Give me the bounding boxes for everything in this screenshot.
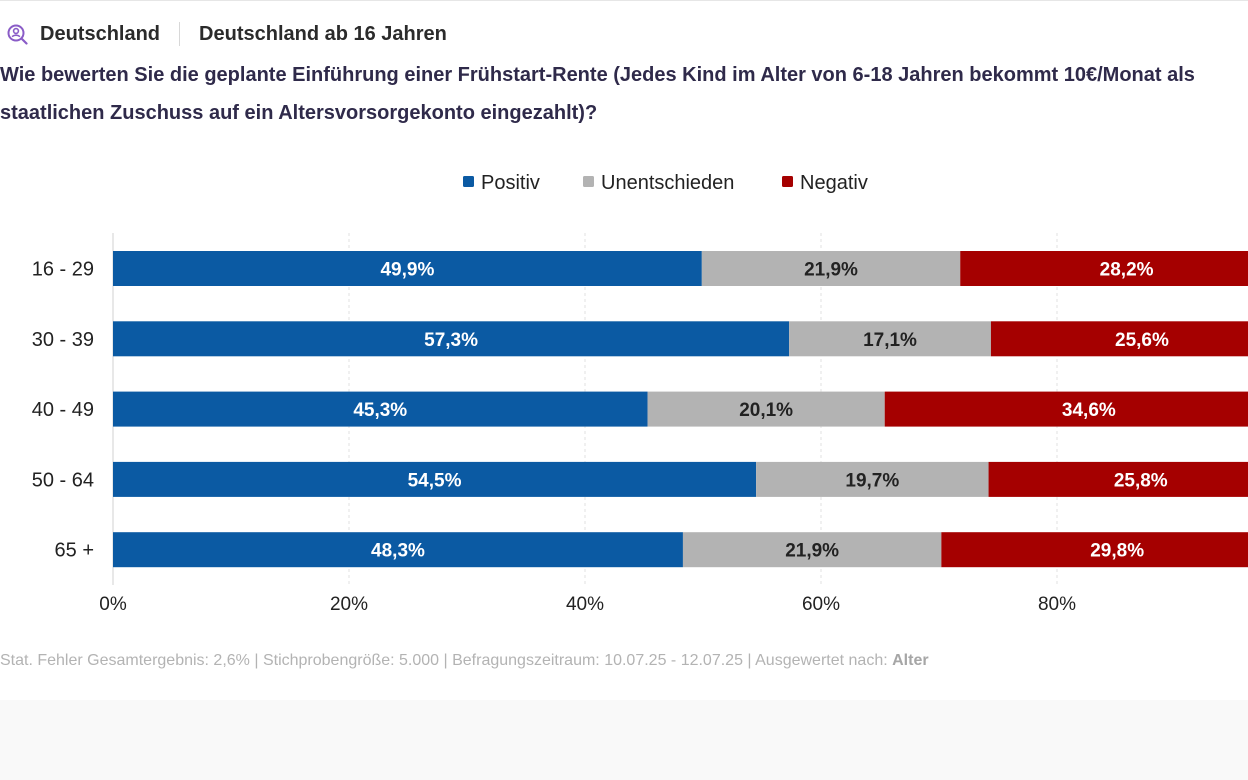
category-label: 65 +: [55, 540, 94, 562]
bar-segment: [990, 321, 1248, 357]
data-label: 57,3%: [424, 330, 478, 351]
filter-bar: Deutschland Deutschland ab 16 Jahren: [6, 20, 447, 48]
footer-evaluated-by[interactable]: Alter: [892, 652, 929, 669]
bar-segment: [113, 461, 757, 497]
bar-segment: [113, 391, 648, 427]
x-tick-label: 80%: [1038, 594, 1076, 615]
category-label: 16 - 29: [32, 259, 94, 281]
bar-segment: [789, 321, 991, 357]
category-label: 40 - 49: [32, 399, 94, 421]
x-tick-label: 0%: [99, 594, 127, 615]
data-label: 21,9%: [804, 260, 858, 281]
category-label: 30 - 39: [32, 329, 94, 351]
question-line-2: staatlichen Zuschuss auf ein Altersvorso…: [0, 102, 598, 124]
data-label: 25,6%: [1115, 330, 1169, 351]
x-tick-label: 40%: [566, 594, 604, 615]
bottom-band: [0, 700, 1248, 780]
question-line-1: Wie bewerten Sie die geplante Einführung…: [0, 64, 1195, 86]
bar-segment: [701, 251, 961, 286]
person-search-icon[interactable]: [6, 23, 28, 45]
data-label: 34,6%: [1062, 400, 1116, 421]
country-filter[interactable]: Deutschland: [40, 22, 161, 45]
legend-label: Negativ: [800, 172, 868, 194]
data-label: 21,9%: [785, 541, 839, 562]
population-filter[interactable]: Deutschland ab 16 Jahren: [199, 22, 447, 45]
bar-segment: [647, 391, 885, 427]
bar-segment: [682, 532, 942, 568]
data-label: 54,5%: [408, 470, 462, 491]
bar-segment: [884, 391, 1248, 427]
bar-segment: [988, 461, 1248, 497]
bar-segment: [113, 251, 702, 286]
stacked-bar-chart: Positiv Unentschieden Negativ 16 - 29 49,9% 2…: [32, 172, 1248, 615]
bar-segment: [113, 532, 683, 568]
data-label: 29,8%: [1090, 541, 1144, 562]
category-label: 50 - 64: [32, 469, 94, 491]
bar-segment: [113, 321, 790, 357]
data-label: 49,9%: [380, 260, 434, 281]
bar-segment: [960, 251, 1248, 286]
data-label: 28,2%: [1100, 260, 1154, 281]
footer-stats: Stat. Fehler Gesamtergebnis: 2,6% | Stic…: [0, 652, 893, 669]
bar-segment: [941, 532, 1248, 568]
data-label: 19,7%: [845, 470, 899, 491]
legend-label: Unentschieden: [601, 172, 734, 194]
data-label: 25,8%: [1114, 470, 1168, 491]
x-tick-label: 20%: [330, 594, 368, 615]
footer-note: Stat. Fehler Gesamtergebnis: 2,6% | Stic…: [0, 652, 929, 670]
legend-swatch: [463, 176, 474, 187]
data-label: 20,1%: [739, 400, 793, 421]
top-divider: [0, 0, 1248, 1]
x-tick-label: 60%: [802, 594, 840, 615]
data-label: 48,3%: [371, 541, 425, 562]
data-label: 45,3%: [353, 400, 407, 421]
legend-swatch: [583, 176, 594, 187]
bar-segment: [756, 461, 989, 497]
data-label: 17,1%: [863, 330, 917, 351]
filter-divider: [179, 22, 181, 46]
question-title: Wie bewerten Sie die geplante Einführung…: [0, 56, 1248, 132]
legend-label: Positiv: [481, 172, 540, 194]
legend-swatch: [782, 176, 793, 187]
